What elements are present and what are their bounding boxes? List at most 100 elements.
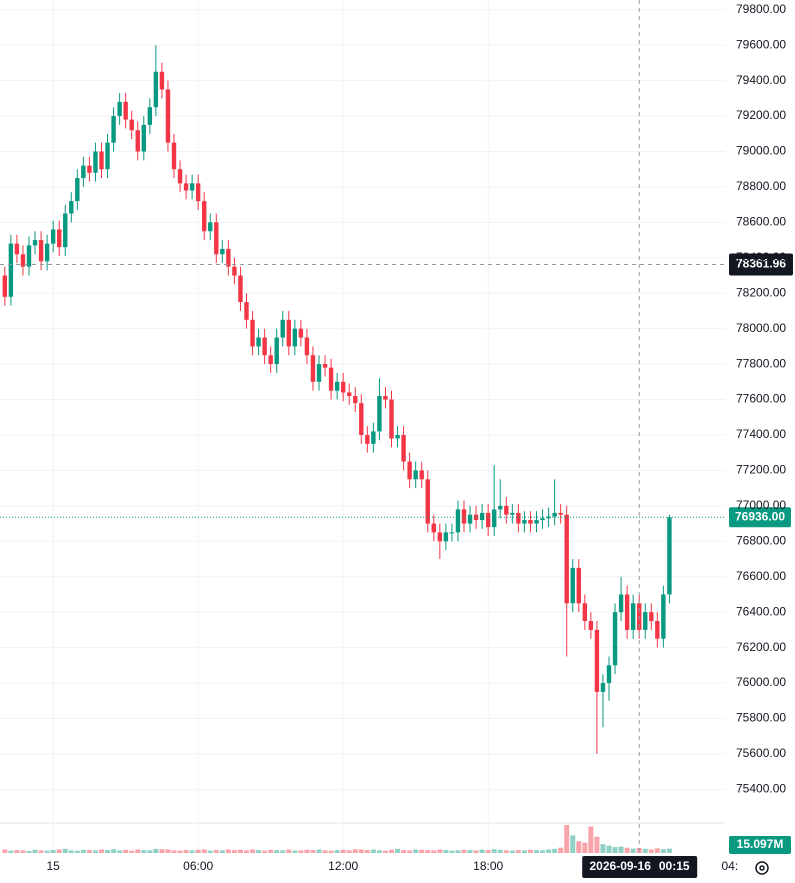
candle-body [328,367,334,391]
volume-bar [509,850,515,853]
candle-body [250,319,255,347]
volume-bar [425,850,431,853]
y-tick-label: 79400.00 [736,73,786,87]
volume-bar [201,849,207,853]
candle-body [292,328,298,347]
candle-body [93,151,98,173]
volume-bar [328,850,334,853]
volume-bar [419,849,425,853]
settings-icon[interactable] [755,861,769,875]
crosshair-time-box [582,856,698,878]
volume-bar [268,849,274,853]
candle-body [69,201,74,214]
candle-body [81,165,86,179]
candle-body [522,520,527,524]
y-tick-label: 77000.00 [736,498,786,512]
volume-bar [413,849,419,853]
volume-bar [92,850,98,853]
volume-bar [564,825,570,853]
volume-bar [630,848,636,853]
volume-bar [437,849,443,853]
candle-body [600,683,606,692]
gear-inner[interactable] [759,865,765,871]
volume-bar [183,850,189,853]
volume-label-box [729,836,791,854]
last-price-box [729,507,791,528]
candle-body [588,621,594,630]
candle-body [304,337,310,356]
candle-body [534,520,539,524]
volume-bar [231,850,237,853]
candle-body [57,229,62,248]
volume-bar [141,850,147,853]
volume-bar [352,849,358,853]
candle-body [32,240,38,246]
volume-bar [540,850,546,853]
volume-bar [334,850,340,853]
candle-body [334,381,340,391]
candle-body [117,101,122,117]
candle-body [111,116,116,143]
volume-bar [358,849,364,853]
candle-body [310,355,316,382]
candle-body [238,275,243,303]
volume-bar [407,850,413,853]
candle-body [461,509,467,524]
volume-bar [256,850,262,853]
candle-body [443,532,449,542]
y-tick-label: 78200.00 [736,285,786,299]
volume-bar [660,849,666,853]
candles [2,45,672,754]
candle-body [353,395,358,404]
volume-bar [376,850,382,853]
volume-bar [244,850,249,853]
volume-bar [38,850,44,853]
volume-bar [274,850,280,853]
candle-body [2,275,8,297]
candle-body [630,603,636,630]
candle-body [244,302,249,320]
volume-bar [74,850,80,853]
volume-bars [2,825,672,853]
volume-bar [177,850,183,853]
crosshair-price-box [729,253,793,276]
volume-bar [129,850,135,853]
crosshair-time: 00:15 [659,859,690,873]
candle-body [371,431,376,444]
candle-body [20,254,26,267]
volume-bar [316,849,322,853]
volume-bar [310,850,316,853]
volume-bar [443,850,449,853]
candle-body [401,434,406,462]
volume-bar [2,849,8,853]
volume-bar [389,849,394,853]
y-tick-label: 75800.00 [736,711,786,725]
y-tick-label: 76200.00 [736,640,786,654]
gear-outer[interactable] [755,861,769,875]
volume-bar [552,848,558,853]
last-price-label: 76936.00 [735,509,785,523]
candle-body [195,183,201,202]
y-tick-label: 75400.00 [736,782,786,796]
y-tick-label: 77600.00 [736,392,786,406]
crosshair-date: 2026-09-16 [590,859,652,873]
volume-bar [322,850,328,853]
candle-body [618,594,624,613]
volume-bar [117,850,123,853]
y-tick-label: 78600.00 [736,215,786,229]
candle-body [455,509,461,533]
candle-body [177,169,183,184]
candle-body [14,243,20,255]
volume-bar [449,850,455,853]
volume-bar [340,849,346,853]
volume-bar [666,848,672,853]
y-tick-label: 78400.00 [736,250,786,264]
candle-body [8,243,14,297]
candle-body [322,364,328,368]
volume-bar [612,847,618,853]
volume-bar [461,849,467,853]
candle-body [147,107,153,125]
candle-body [171,142,177,170]
